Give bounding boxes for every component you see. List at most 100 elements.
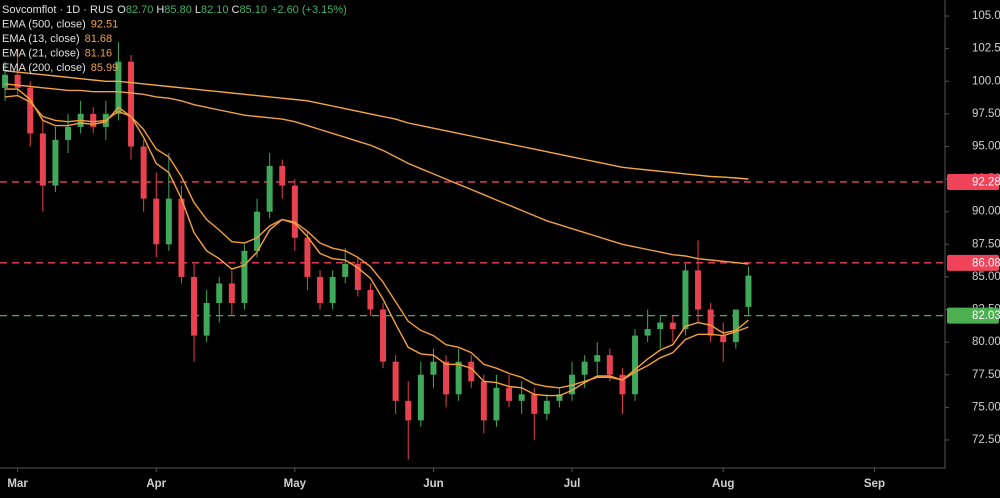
- legend-name: EMA (13, close): [2, 33, 80, 45]
- legend-value: 81.16: [85, 47, 113, 59]
- y-tick-label: 87.50: [972, 238, 1000, 250]
- plot-area: [0, 42, 945, 460]
- y-tick-label: 90.00: [972, 206, 1000, 218]
- candle-body: [178, 198, 185, 277]
- candle-body: [392, 361, 399, 401]
- candle-body: [291, 185, 298, 238]
- candle-body: [279, 166, 286, 186]
- candle-body: [191, 276, 198, 336]
- candle-body: [619, 374, 626, 395]
- y-tick-label: 80.00: [972, 336, 1000, 348]
- y-tick-label: 85.00: [972, 271, 1000, 283]
- legend-entry: EMA (13, close) 81.68: [2, 33, 112, 45]
- y-tick-label: 102.50: [972, 43, 1000, 55]
- candle-body: [266, 166, 273, 212]
- candle-body: [367, 289, 374, 310]
- candle-body: [644, 329, 651, 336]
- ohlc-key: O: [117, 4, 126, 16]
- x-tick-label: Mar: [7, 478, 28, 490]
- legend-name: EMA (21, close): [2, 47, 80, 59]
- candle-body: [405, 400, 412, 421]
- legend-name: EMA (500, close): [2, 18, 86, 30]
- ohlc-value: 85.10: [239, 4, 267, 16]
- candle-body: [606, 355, 613, 375]
- candle-body: [329, 276, 336, 303]
- candle-body: [203, 303, 210, 336]
- legend-value: 81.68: [85, 33, 113, 45]
- change: +2.60 (+3.15%): [271, 4, 347, 16]
- candle-body: [632, 335, 639, 395]
- candle-body: [304, 237, 311, 277]
- y-tick-label: 97.50: [972, 108, 1000, 120]
- candle-body: [216, 283, 223, 303]
- price-label-box: [947, 307, 999, 324]
- candle-body: [556, 394, 563, 401]
- candle-body: [241, 250, 248, 303]
- candle-body: [543, 400, 550, 414]
- candle-body: [581, 361, 588, 375]
- ohlc-key: L: [195, 4, 201, 16]
- candle-body: [90, 113, 97, 127]
- candle-body: [354, 263, 361, 290]
- legend-name: EMA (200, close): [2, 62, 86, 74]
- x-tick-label: Apr: [146, 478, 166, 490]
- candle-body: [228, 283, 235, 303]
- y-tick-label: 100.00: [972, 75, 1000, 87]
- legend: Sovcomflot · 1D · RUS O82.70 H85.80 L82.10 C…: [2, 4, 347, 74]
- ohlc-value: 85.80: [164, 4, 192, 16]
- candle-body: [468, 361, 475, 382]
- candle-body: [745, 275, 752, 307]
- candle-body: [430, 361, 437, 375]
- x-tick-label: Sep: [864, 478, 885, 490]
- x-tick-label: Aug: [712, 478, 734, 490]
- candle-body: [65, 126, 72, 140]
- candle-body: [342, 263, 349, 277]
- candle-body: [720, 335, 727, 343]
- candle-body: [455, 361, 462, 395]
- ohlc-key: H: [156, 4, 164, 16]
- legend-entry: EMA (200, close) 85.99: [2, 62, 118, 74]
- x-tick-label: Jun: [423, 478, 443, 490]
- candle-body: [493, 387, 500, 421]
- ema-line: [4, 70, 749, 180]
- ema-line: [4, 94, 749, 389]
- candle-body: [506, 387, 513, 401]
- ohlc-value: 82.70: [126, 4, 154, 16]
- legend-value: 85.99: [91, 62, 119, 74]
- ema-line: [4, 83, 749, 265]
- candle-body: [140, 146, 147, 199]
- candle-body: [52, 139, 59, 186]
- candle-body: [14, 74, 21, 88]
- candle-body: [732, 309, 739, 343]
- price-label: 92.28: [972, 176, 1000, 188]
- candle-body: [317, 276, 324, 303]
- ohlc-key: C: [231, 4, 239, 16]
- candle-body: [39, 133, 46, 186]
- candle-body: [682, 270, 689, 330]
- candle-body: [594, 355, 601, 362]
- candle-body: [695, 270, 702, 310]
- y-tick-label: 105.00: [972, 10, 1000, 22]
- x-tick-label: May: [284, 478, 307, 490]
- candle-body: [153, 198, 160, 245]
- legend-value: 92.51: [91, 18, 119, 30]
- candle-body: [443, 361, 450, 395]
- x-tick-label: Jul: [564, 478, 581, 490]
- y-tick-label: 77.50: [972, 369, 1000, 381]
- price-label: 82.03: [972, 310, 1000, 322]
- candle-body: [531, 394, 538, 414]
- candle-body: [254, 211, 261, 251]
- candle-body: [2, 74, 9, 88]
- y-tick-label: 72.50: [972, 434, 1000, 446]
- candle-body: [128, 61, 135, 147]
- legend-entry: EMA (500, close) 92.51: [2, 18, 118, 30]
- candle-body: [518, 394, 525, 401]
- y-tick-label: 75.00: [972, 401, 1000, 413]
- y-tick-label: 95.00: [972, 141, 1000, 153]
- candle-body: [669, 322, 676, 330]
- candle-body: [707, 309, 714, 336]
- candle-body: [417, 374, 424, 421]
- price-label: 86.08: [972, 257, 1000, 269]
